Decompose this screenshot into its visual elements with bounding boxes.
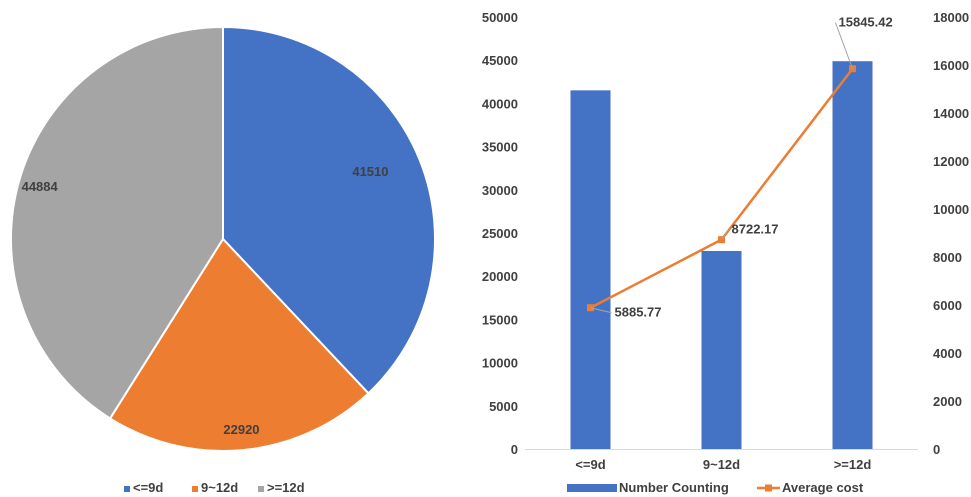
y-right-tick-label: 4000 [933,346,962,361]
y-left-tick-label: 0 [511,442,518,457]
pie-legend-label: 9~12d [201,480,238,495]
y-left-tick-label: 45000 [482,53,518,68]
y-right-tick-label: 12000 [933,154,969,169]
pie-legend-swatch [124,486,130,492]
legend-swatch-marker [765,484,772,492]
pie-legend-swatch [258,486,264,492]
y-right-tick-label: 6000 [933,298,962,313]
y-left-tick-label: 25000 [482,226,518,241]
y-right-tick-label: 2000 [933,394,962,409]
y-left-tick-label: 10000 [482,356,518,371]
y-left-tick-label: 30000 [482,183,518,198]
pie-slice-2 [10,25,224,420]
y-left-tick-label: 50000 [482,10,518,25]
y-left-tick-label: 40000 [482,96,518,111]
y-right-tick-label: 16000 [933,58,969,73]
y-right-tick-label: 14000 [933,106,969,121]
y-left-tick-label: 20000 [482,269,518,284]
combo-legend: Number Counting Average cost [567,480,864,495]
bar-number-counting [701,250,742,449]
line-data-label: 5885.77 [615,305,662,320]
x-tick-label: 9~12d [703,457,740,472]
y-right-tick-label: 10000 [933,202,969,217]
line-data-label: 8722.17 [732,222,779,237]
pie-slice-0 [222,25,436,395]
pie-slice-1 [108,237,370,452]
x-tick-label: <=9d [575,457,605,472]
y-left-tick-label: 15000 [482,312,518,327]
line-data-label: 15845.42 [839,15,893,30]
pie-legend: <=9d 9~12d >=12d [124,480,305,495]
pie-data-label: 41510 [352,164,388,179]
y-left-tick-label: 5000 [489,399,518,414]
data-label-leader [590,307,612,314]
y-left-tick-label: 35000 [482,140,518,155]
combo-chart: 0500010000150002000025000300003500040000… [482,10,969,472]
legend-label-line: Average cost [782,480,864,495]
data-label-leader [835,22,853,69]
pie-legend-label: >=12d [267,480,305,495]
legend-swatch-bar [567,484,617,492]
bar-number-counting [832,61,873,449]
pie-data-label: 22920 [223,422,259,437]
x-tick-label: >=12d [834,457,872,472]
pie-data-label: 44884 [22,179,59,194]
y-right-tick-label: 0 [933,442,940,457]
bar-number-counting [570,90,611,449]
pie-legend-label: <=9d [133,480,163,495]
pie-chart: 41510 22920 44884 [10,25,436,452]
data-label-leader [721,229,729,240]
y-right-tick-label: 8000 [933,250,962,265]
pie-legend-swatch [192,486,198,492]
legend-label-bar: Number Counting [619,480,729,495]
y-right-tick-label: 18000 [933,10,969,25]
